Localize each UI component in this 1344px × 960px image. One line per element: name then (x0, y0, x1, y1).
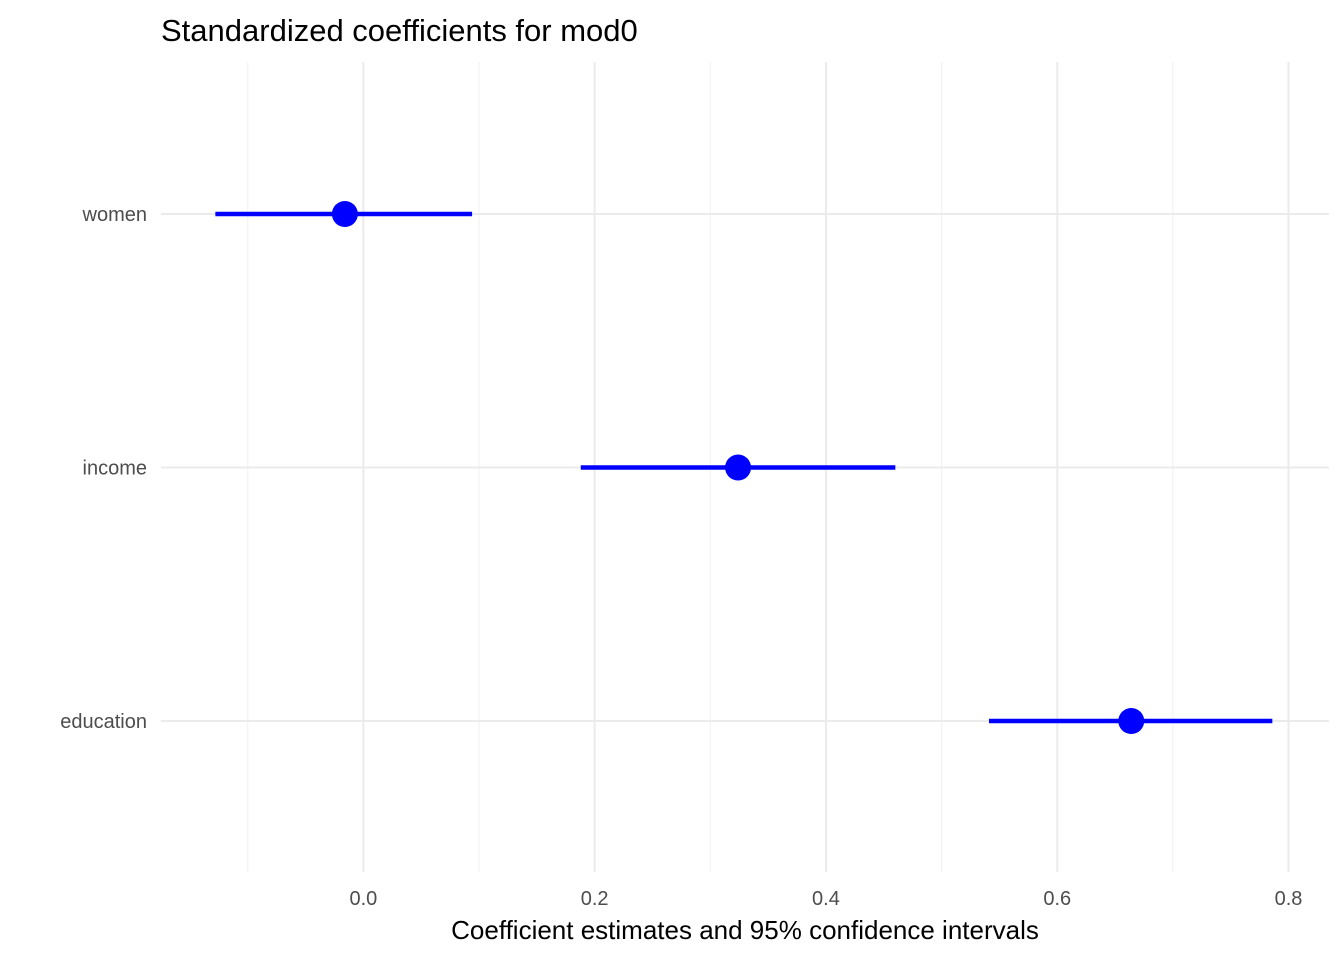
y-axis-tick-labels: women income education (60, 204, 147, 733)
chart-title: Standardized coefficients for mod0 (161, 13, 638, 48)
x-tick-label: 0.0 (349, 888, 377, 910)
x-axis-label: Coefficient estimates and 95% confidence… (451, 915, 1039, 945)
estimate-point-women (331, 201, 358, 227)
x-tick-label: 0.8 (1275, 888, 1303, 910)
x-tick-label: 0.6 (1043, 888, 1071, 910)
estimate-point-education (1118, 708, 1145, 734)
y-tick-label: income (83, 458, 147, 480)
y-tick-label: education (60, 711, 147, 733)
x-tick-label: 0.4 (812, 888, 840, 910)
x-tick-label: 0.2 (581, 888, 609, 910)
estimate-point-income (725, 454, 752, 481)
x-axis-tick-labels: 0.0 0.2 0.4 0.6 0.8 (349, 888, 1302, 910)
y-tick-label: women (82, 204, 147, 226)
coefficient-marks (215, 201, 1273, 734)
